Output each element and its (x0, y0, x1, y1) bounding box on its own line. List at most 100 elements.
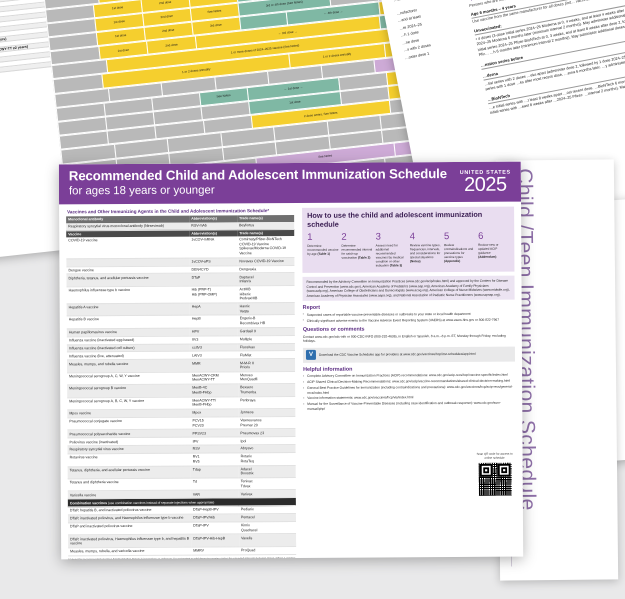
card-header: Recommended Child and Adolescent Immuniz… (58, 161, 522, 205)
vaccine-abbreviation: MenACWY-TT/ MenB-FHbp (190, 396, 239, 410)
vaccine-table-column: Vaccines and Other Immunizing Agents in … (66, 208, 297, 560)
vaccine-trade-name: ProQuad (239, 546, 297, 555)
step-description: Review contraindications and precautions… (443, 242, 474, 264)
covid-right-column: Special situation Persons who are modera… (467, 0, 625, 134)
cdc-app-text: Download the CDC Vaccine Schedules app f… (318, 352, 476, 358)
vaccine-abbreviation: MMRV (191, 546, 240, 555)
vaccine-name: Pneumococcal conjugate vaccine (67, 417, 191, 431)
qr-caption: Scan QR code for access to online schedu… (476, 451, 513, 460)
step-number: 1 (307, 231, 313, 243)
vaccine-trade-name: Engerix-B Recombivax HB (237, 314, 295, 328)
table-row: Haemophilus influenzae type b vaccine Hib… (66, 285, 295, 304)
vaccine-rows: COVID-19 vaccine 1vCOV-mRNA Comirnaty/Pfiz… (66, 236, 296, 500)
vaccine-trade-name: Havrix Vaqta (237, 302, 295, 316)
step-reference: (Table 3) (389, 263, 403, 268)
qr-code-image[interactable] (477, 461, 513, 497)
step-reference: (Addendum) (478, 254, 497, 259)
helpful-info-item: Manual for the Surveillance of Vaccine-P… (303, 401, 515, 412)
step-reference: (Table 1) (317, 251, 331, 256)
vaccine-abbreviation: Hib (PRP-T) Hib (PRP-OMP) (189, 285, 238, 303)
vaccine-trade-name: Kinrix Quadracel (238, 521, 297, 535)
vaccine-table: Monoclonal antibody Abbreviation(s) Trad… (66, 214, 297, 556)
page-title: Recommended Child and Adolescent Immuniz… (68, 166, 447, 184)
vaccine-table-footnote: *Administer recommended vaccines if immu… (68, 556, 296, 560)
step-reference: (Notes) (409, 259, 421, 264)
how-to-step: 4 Review vaccine types, frequencies, inte… (409, 230, 441, 268)
vaccine-trade-name: ActHIB Hiberix PedvaxHIB (237, 285, 295, 303)
vaccine-trade-name: Vaxneuvance Prevnar 20 (238, 416, 296, 430)
vaccine-abbreviation: MMR (190, 359, 239, 372)
covid-columns: …nufacturer …and at least …re 2024–25 …h 1 … (396, 0, 625, 148)
vaccine-abbreviation: PCV15 PCV20 (190, 416, 239, 430)
step-number: 3 (375, 230, 381, 242)
vaccine-name: Tetanus and diphtheria vaccine (67, 478, 191, 492)
table-row: COVID-19 vaccine 1vCOV-mRNA Comirnaty/Pfiz… (66, 236, 295, 259)
header-year: 2025 (464, 173, 507, 196)
step-number: 6 (478, 230, 484, 242)
vaccine-abbreviation: MenB-4C MenB-FHbp (190, 384, 239, 397)
cdc-app-icon: V (305, 350, 316, 361)
report-list: Suspected cases of reportable vaccine-pr… (303, 311, 515, 323)
vaccine-trade-name: Comirnaty/Pfizer-BioNTech COVID-19 Vacci… (237, 236, 295, 258)
how-to-step: 2 Determine recommended interval for catc… (341, 231, 373, 268)
vaccine-trade-name: Penbraya (238, 396, 296, 409)
step-description: Determine recommended vaccine by age (Ta… (307, 243, 339, 256)
step-reference: (Appendix) (444, 258, 461, 264)
how-to-step: 1 Determine recommended vaccine by age (T… (307, 231, 339, 268)
vaccine-abbreviation: RV1 RV5 (190, 452, 239, 466)
vaccine-abbreviation: Td (190, 477, 239, 491)
questions-text: Contact www.cdc.gov/cdc-info or 800-CDC-… (302, 333, 506, 344)
header-year-block: UNITED STATES 2025 (452, 169, 511, 196)
vaccine-abbreviation: 1vCOV-mRNA (189, 236, 238, 258)
report-item: Clinically significant adverse events to… (303, 317, 515, 323)
step-reference: (Table 2) (357, 255, 371, 260)
combination-header-note: (use combination vaccines instead of sep… (107, 500, 215, 505)
vaccine-trade-name: Menveo MenQuadfi (238, 371, 296, 385)
card-body: Vaccines and Other Immunizing Agents in … (59, 202, 523, 560)
step-number: 5 (443, 230, 450, 242)
step-description: Assess need for additional recommended v… (375, 242, 404, 268)
vaccine-abbreviation: DTaP-IPV (191, 521, 240, 535)
how-to-step: 6 Review new or updated ACIP guidance (Ad… (478, 230, 509, 267)
combination-vaccine-rows: Combination vaccines (use combination va… (67, 497, 297, 556)
info-column: How to use the child and adolescent immu… (302, 206, 516, 560)
how-to-step: 3 Assess need for additional recommended … (375, 230, 407, 268)
step-description: Review vaccine types, frequencies, inter… (409, 242, 441, 264)
vaccine-trade-name: Adacel Boostrix (238, 465, 296, 478)
how-to-title: How to use the child and adolescent immu… (307, 209, 483, 229)
vaccine-trade-name: Daptacel Infanrix (237, 272, 295, 286)
qr-block[interactable]: Scan QR code for access to online schedu… (475, 451, 515, 497)
vaccine-name: Meningococcal serogroup A, C, W, Y vacci… (67, 371, 191, 386)
cdc-app-box[interactable]: V Download the CDC Vaccine Schedules app… (302, 346, 516, 363)
helpful-info-heading: Helpful information (303, 366, 353, 373)
how-to-step: 5 Review contraindications and precaution… (444, 231, 475, 267)
main-schedule-card: Recommended Child and Adolescent Immuniz… (58, 161, 524, 560)
step-description: Review new or updated ACIP guidance (Add… (478, 242, 499, 259)
vaccine-name: DTaP, inactivated poliovirus, Haemophilu… (68, 534, 192, 548)
vaccine-name: Diphtheria, tetanus, and acellular pertu… (66, 273, 190, 287)
table-row: Measles, mumps, rubella, and varicella v… (68, 546, 297, 556)
vaccine-name: Hepatitis B vaccine (66, 315, 190, 329)
vaccine-table-caption: Vaccines and Other Immunizing Agents in … (67, 208, 270, 215)
recommended-by-box: Recommended by the Advisory Committee on… (302, 275, 515, 302)
vaccine-abbreviation: HepB (189, 315, 238, 328)
vaccine-name: Meningococcal serogroup B vaccine (67, 384, 191, 398)
vaccine-trade-name: Tenivac Tdvax (238, 477, 296, 491)
vaccine-trade-name: Rotarix RotaTeq (238, 452, 296, 466)
step-number: 4 (409, 230, 416, 242)
vaccine-name: Meningococcal serogroup A, B, C, W, Y va… (67, 396, 191, 410)
vaccine-name: DTaP and inactivated poliovirus vaccine (67, 522, 192, 536)
step-description: Determine recommended interval for catch… (341, 243, 373, 260)
vaccine-abbreviation: Tdap (190, 465, 239, 479)
step-number: 2 (341, 231, 347, 243)
helpful-info-list: Complete Advisory Committee on Immunizat… (303, 373, 515, 411)
vaccine-trade-name: Vaxelis (239, 533, 297, 547)
vaccine-name: Rotavirus vaccine (67, 453, 191, 467)
questions-heading: Questions or comments (302, 326, 365, 334)
vaccine-abbreviation: HepA (189, 302, 238, 316)
how-to-box: How to use the child and adolescent immu… (302, 206, 515, 274)
page-subtitle: for ages 18 years or younger (68, 184, 215, 198)
vaccine-trade-name: Bexsero Trumenba (238, 383, 296, 397)
vaccine-name: Hepatitis A vaccine (66, 302, 190, 317)
